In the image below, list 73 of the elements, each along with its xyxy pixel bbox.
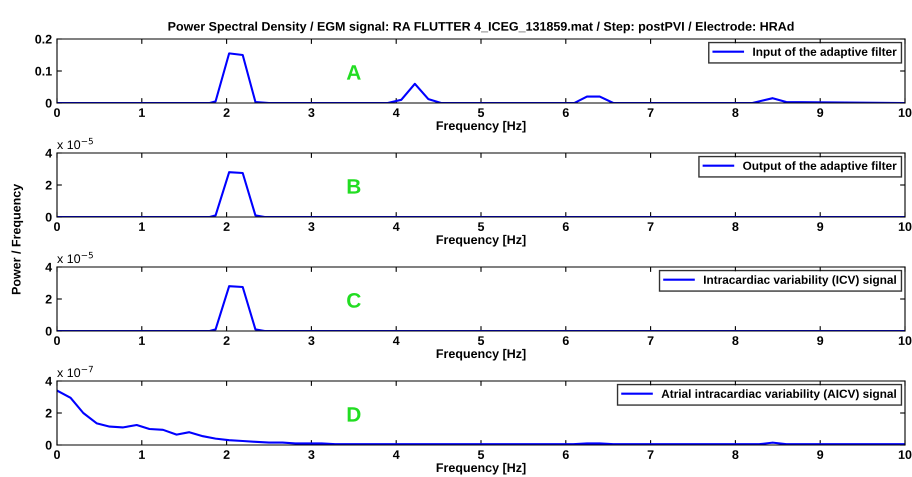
y-tick-label: 0.2 (35, 34, 52, 44)
x-tick-label: 0 (54, 108, 60, 118)
legend-label: Intracardiac variability (ICV) signal (704, 275, 896, 286)
x-tick-label: 9 (817, 108, 824, 118)
annotation: B (348, 179, 360, 194)
annotation: D (348, 407, 360, 422)
y-tick-label: 0 (46, 212, 52, 222)
x-axis-title: Frequency [Hz] (436, 462, 526, 475)
x-tick-label: 9 (817, 336, 824, 346)
y-axis-title: Power / Frequency (11, 184, 24, 294)
x-tick-label: 1 (139, 450, 145, 459)
text: x 10$^{−7}$ (57, 366, 93, 378)
y-tick-label: 0 (46, 326, 52, 336)
x-tick-label: 5 (478, 336, 484, 346)
legend-label: Input of the adaptive filter (753, 47, 897, 58)
x-tick-label: 8 (732, 108, 738, 118)
x-tick-label: 10 (898, 108, 912, 118)
x-tick-label: 4 (392, 108, 400, 117)
x-tick-label: 7 (648, 108, 654, 117)
x-tick-label: 3 (308, 222, 314, 232)
x-tick-label: 7 (648, 450, 654, 459)
x-tick-label: 3 (308, 336, 314, 346)
text: x 10$^{−5}$ (57, 252, 93, 264)
chart-title: Power Spectral Density / EGM signal: RA FLUTTER 4_ICEG_131859.mat / Step: postPVI / Electrode: HRAd (168, 22, 794, 34)
x-axis-title: Frequency [Hz] (436, 234, 526, 247)
y-tick-label: 0 (46, 440, 52, 450)
x-tick-label: 5 (478, 222, 484, 232)
y-tick-label: 0.1 (35, 66, 52, 76)
annotation: C (347, 293, 361, 308)
x-tick-label: 1 (139, 108, 145, 117)
y-tick-label: 2 (46, 408, 52, 418)
x-tick-label: 9 (817, 450, 824, 460)
x-tick-label: 8 (732, 336, 738, 346)
x-tick-label: 3 (308, 108, 314, 118)
x-tick-label: 10 (898, 336, 912, 346)
x-tick-label: 9 (817, 222, 824, 232)
x-tick-label: 6 (562, 450, 569, 460)
x-tick-label: 6 (562, 222, 569, 232)
legend-label: Output of the adaptive filter (743, 161, 897, 172)
x-axis-title: Frequency [Hz] (436, 120, 526, 133)
y-tick-label: 2 (46, 180, 52, 190)
x-tick-label: 2 (224, 450, 230, 459)
x-tick-label: 0 (54, 336, 60, 346)
annotation: A (346, 65, 361, 80)
y-tick-label: 2 (46, 294, 52, 304)
x-tick-label: 2 (224, 108, 230, 117)
x-tick-label: 0 (54, 450, 60, 460)
x-tick-label: 2 (224, 336, 230, 345)
x-tick-label: 0 (54, 222, 60, 232)
x-tick-label: 5 (478, 450, 484, 460)
x-tick-label: 10 (898, 450, 912, 460)
x-tick-label: 1 (139, 336, 145, 345)
x-tick-label: 1 (139, 222, 145, 231)
x-tick-label: 3 (308, 450, 314, 460)
text: x 10$^{−5}$ (57, 138, 93, 150)
y-tick-label: 4 (45, 148, 52, 158)
x-tick-label: 5 (478, 108, 484, 118)
x-tick-label: 7 (648, 336, 654, 345)
x-tick-label: 7 (648, 222, 654, 231)
x-tick-label: 10 (898, 222, 912, 232)
x-axis-title: Frequency [Hz] (436, 348, 526, 361)
y-tick-label: 4 (45, 262, 52, 272)
x-tick-label: 6 (562, 336, 569, 346)
y-tick-label: 0 (46, 98, 52, 108)
y-tick-label: 4 (45, 376, 52, 386)
legend-label: Atrial intracardiac variability (AICV) signal (662, 389, 896, 400)
x-tick-label: 2 (224, 222, 230, 231)
x-tick-label: 4 (392, 450, 400, 459)
x-tick-label: 4 (392, 336, 400, 345)
x-tick-label: 8 (732, 450, 738, 460)
x-tick-label: 8 (732, 222, 738, 232)
x-tick-label: 6 (562, 108, 569, 118)
x-tick-label: 4 (392, 222, 400, 231)
